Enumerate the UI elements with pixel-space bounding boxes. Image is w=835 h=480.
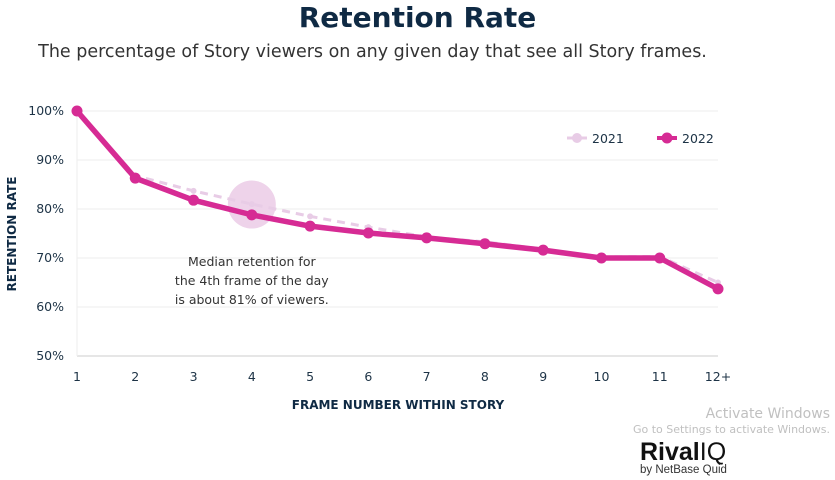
y-tick-label: 100% — [28, 103, 64, 118]
rivaliq-logo: RivalIQ by NetBase Quid — [640, 438, 727, 477]
x-tick-label: 12+ — [705, 369, 731, 384]
x-tick-label: 10 — [594, 369, 610, 384]
y-tick-label: 80% — [36, 201, 64, 216]
data-point-2022 — [362, 227, 374, 239]
x-tick-label: 7 — [423, 369, 431, 384]
data-point-2022 — [129, 172, 141, 184]
data-point-2022 — [246, 209, 258, 221]
legend-label: 2022 — [682, 131, 714, 146]
legend-marker — [572, 133, 582, 143]
y-tick-label: 60% — [36, 299, 64, 314]
data-point-2022 — [421, 232, 433, 244]
chart-title: Retention Rate — [298, 1, 537, 34]
x-tick-label: 3 — [190, 369, 198, 384]
y-tick-label: 70% — [36, 250, 64, 265]
x-tick-label: 2 — [131, 369, 139, 384]
data-point-2022 — [654, 252, 666, 264]
logo-tagline: by NetBase Quid — [640, 464, 727, 476]
y-tick-label: 90% — [36, 152, 64, 167]
x-axis-label: FRAME NUMBER WITHIN STORY — [292, 398, 505, 412]
annotation-text: is about 81% of viewers. — [175, 292, 329, 307]
x-tick-label: 4 — [248, 369, 256, 384]
data-point-2022 — [537, 244, 549, 256]
series-line-2021 — [75, 109, 719, 284]
x-tick-label: 8 — [481, 369, 489, 384]
activate-windows-watermark: Go to Settings to activate Windows. — [633, 423, 830, 436]
y-tick-label: 50% — [36, 348, 64, 363]
data-point-2022 — [188, 194, 200, 206]
data-point-2021 — [307, 213, 314, 220]
x-tick-label: 6 — [364, 369, 372, 384]
annotation-text: Median retention for — [188, 254, 316, 269]
series-line-2022 — [74, 109, 720, 292]
chart-subtitle: The percentage of Story viewers on any g… — [38, 42, 707, 62]
x-tick-label: 5 — [306, 369, 314, 384]
data-point-2022 — [71, 105, 83, 117]
x-tick-label: 11 — [652, 369, 668, 384]
data-point-2022 — [712, 283, 724, 295]
legend-label: 2021 — [592, 131, 624, 146]
annotation-text: the 4th frame of the day — [175, 273, 329, 288]
data-point-2022 — [479, 238, 491, 250]
legend-marker — [661, 132, 673, 144]
activate-windows-watermark: Activate Windows — [706, 406, 830, 422]
data-point-2021 — [248, 201, 255, 208]
data-point-2022 — [304, 220, 316, 232]
data-point-2022 — [595, 252, 607, 264]
data-point-2021 — [190, 187, 197, 194]
x-tick-label: 1 — [73, 369, 81, 384]
x-tick-label: 9 — [539, 369, 547, 384]
y-axis-label: RETENTION RATE — [5, 177, 19, 292]
